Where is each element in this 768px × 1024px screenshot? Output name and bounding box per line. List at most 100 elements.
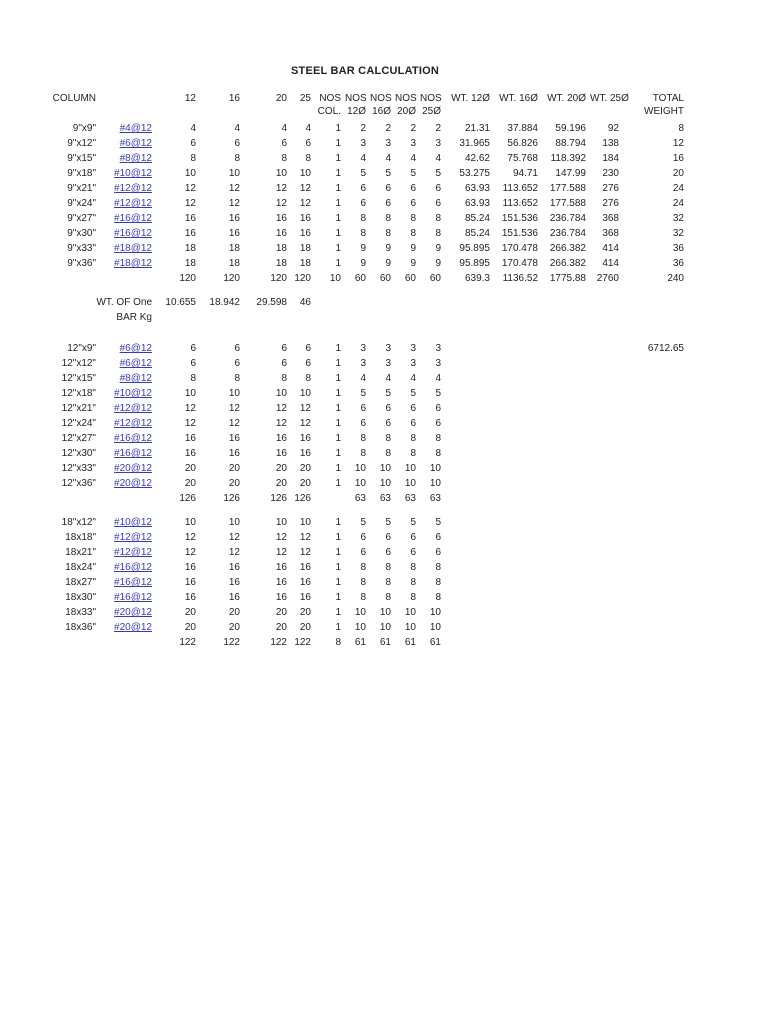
value-cell <box>494 446 542 461</box>
total-cell <box>445 491 494 506</box>
value-cell <box>445 590 494 605</box>
value-cell: 6 <box>435 418 441 429</box>
value-cell <box>623 356 688 371</box>
value-cell: 75.768 <box>507 153 538 164</box>
bar-spec-link[interactable]: #16@12 <box>114 213 152 224</box>
value-cell: 9 <box>435 243 441 254</box>
value-cell <box>445 371 494 386</box>
value-cell: 85.24 <box>464 228 490 239</box>
bar-spec-cell: #16@12 <box>100 226 156 241</box>
empty-cell <box>42 271 100 286</box>
bar-spec-link[interactable]: #20@12 <box>114 478 152 489</box>
value-cell <box>542 461 590 476</box>
bar-spec-cell: #12@12 <box>100 530 156 545</box>
bar-spec-link[interactable]: #8@12 <box>119 153 152 164</box>
bar-spec-link[interactable]: #8@12 <box>119 373 152 384</box>
bar-spec-link[interactable]: #10@12 <box>114 168 152 179</box>
value-cell: 16 <box>275 228 287 239</box>
value-cell: 6 <box>435 183 441 194</box>
total-weight-header: TOTAL WEIGHT <box>623 93 688 118</box>
value-cell: 9 <box>435 258 441 269</box>
value-cell: 1 <box>335 433 341 444</box>
bar-spec-link[interactable]: #6@12 <box>119 358 152 369</box>
value-cell: 10 <box>228 388 240 399</box>
value-cell: 1 <box>335 183 341 194</box>
column-size-label: 12"x18" <box>61 388 96 399</box>
value-cell: 8 <box>410 448 416 459</box>
bar-spec-link[interactable]: #16@12 <box>114 448 152 459</box>
value-cell: 6 <box>190 138 196 149</box>
bar-spec-link[interactable]: #12@12 <box>114 418 152 429</box>
value-cell: 10 <box>184 388 196 399</box>
value-cell: 1 <box>335 577 341 588</box>
value-cell: 6 <box>360 532 366 543</box>
value-cell: 6 <box>435 198 441 209</box>
value-cell <box>494 620 542 635</box>
value-cell <box>494 575 542 590</box>
bar-spec-cell: #16@12 <box>100 575 156 590</box>
total-cell: 10 <box>329 273 341 284</box>
value-cell: 6 <box>410 198 416 209</box>
bar-spec-link[interactable]: #20@12 <box>114 622 152 633</box>
value-cell <box>494 476 542 491</box>
table-row: 12"x24" #12@12 12 12 12 12 1 6 6 6 6 <box>42 416 688 431</box>
bar-spec-link[interactable]: #12@12 <box>114 183 152 194</box>
bar-spec-link[interactable]: #4@12 <box>119 123 152 134</box>
value-cell <box>623 431 688 446</box>
bar-spec-link[interactable]: #16@12 <box>114 562 152 573</box>
total-cell: 61 <box>429 637 441 648</box>
value-cell <box>445 356 494 371</box>
bar-spec-cell: #6@12 <box>100 136 156 151</box>
value-cell: 4 <box>234 123 240 134</box>
value-cell: 6 <box>410 183 416 194</box>
bar-spec-link[interactable]: #10@12 <box>114 388 152 399</box>
value-cell: 18 <box>299 258 311 269</box>
size-header-20: 20 <box>275 93 287 104</box>
bar-spec-link[interactable]: #16@12 <box>114 592 152 603</box>
value-cell: 177.588 <box>549 183 586 194</box>
bar-spec-link[interactable]: #6@12 <box>119 138 152 149</box>
bar-spec-link[interactable]: #18@12 <box>114 243 152 254</box>
bar-spec-link[interactable]: #16@12 <box>114 433 152 444</box>
value-cell: 4 <box>385 153 391 164</box>
table-row: 12"x12" #6@12 6 6 6 6 1 3 3 3 3 <box>42 356 688 371</box>
bar-spec-link[interactable]: #12@12 <box>114 532 152 543</box>
bar-spec-link[interactable]: #6@12 <box>119 343 152 354</box>
value-cell: 1 <box>335 358 341 369</box>
bar-spec-link[interactable]: #12@12 <box>114 403 152 414</box>
bar-spec-link[interactable]: #10@12 <box>114 517 152 528</box>
bar-spec-link[interactable]: #20@12 <box>114 463 152 474</box>
value-cell: 10 <box>275 388 287 399</box>
value-cell: 8 <box>435 577 441 588</box>
value-cell: 8 <box>281 373 287 384</box>
bar-spec-link[interactable]: #12@12 <box>114 198 152 209</box>
total-cell: 8 <box>335 637 341 648</box>
size-header-12: 12 <box>184 93 196 104</box>
bar-spec-link[interactable]: #18@12 <box>114 258 152 269</box>
value-cell: 3 <box>435 343 441 354</box>
column-size-label: 9"x18" <box>67 168 96 179</box>
value-cell: 94.71 <box>512 168 538 179</box>
table-row: 12"x9" #6@12 6 6 6 6 1 3 3 3 3 6712.65 <box>42 341 688 356</box>
bar-spec-link[interactable]: #12@12 <box>114 547 152 558</box>
bar-spec-link[interactable]: #16@12 <box>114 228 152 239</box>
value-cell: 8 <box>385 433 391 444</box>
value-cell: 42.62 <box>464 153 490 164</box>
value-cell: 5 <box>385 388 391 399</box>
value-cell: 6 <box>360 418 366 429</box>
one-bar-weight-value-12: 10.655 <box>165 297 196 308</box>
value-cell: 6 <box>281 343 287 354</box>
value-cell: 10 <box>404 463 416 474</box>
value-cell <box>542 476 590 491</box>
column-size-label: 18x33" <box>65 607 96 618</box>
value-cell <box>542 620 590 635</box>
value-cell: 4 <box>435 373 441 384</box>
value-cell: 16 <box>299 562 311 573</box>
bar-spec-link[interactable]: #20@12 <box>114 607 152 618</box>
value-cell: 10 <box>228 168 240 179</box>
value-cell: 16 <box>275 592 287 603</box>
bar-spec-link[interactable]: #16@12 <box>114 577 152 588</box>
value-cell: 12 <box>299 198 311 209</box>
value-cell: 5 <box>435 168 441 179</box>
